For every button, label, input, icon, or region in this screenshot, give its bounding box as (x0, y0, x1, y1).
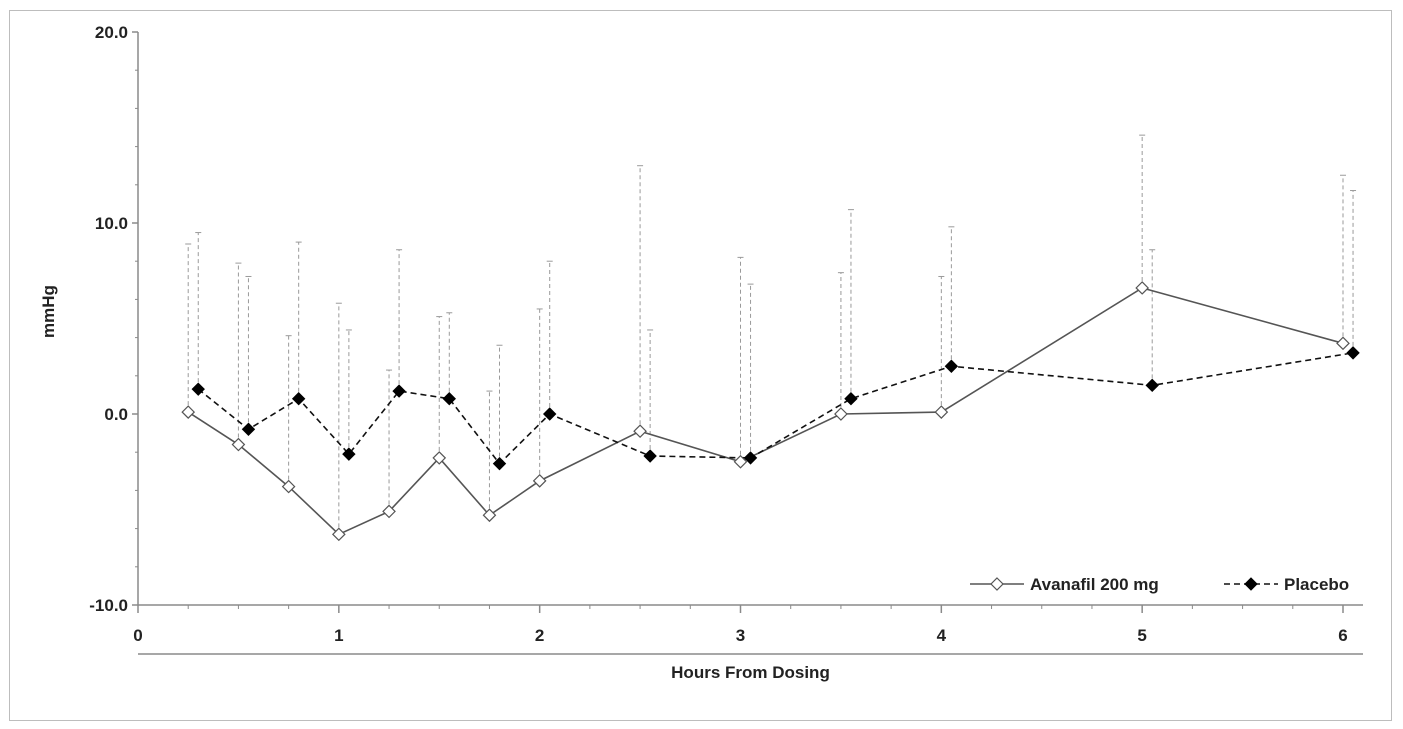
data-point-placebo (392, 384, 406, 398)
data-point-placebo (342, 447, 356, 461)
data-point-avanafil (633, 424, 647, 439)
y-axis-ticks: -10.0 0.0 10.0 20.0 (89, 23, 138, 615)
series-line-placebo (197, 352, 1354, 465)
legend-marker-avanafil (990, 577, 1004, 591)
data-point-placebo (743, 451, 758, 465)
data-point-placebo (944, 359, 959, 373)
data-point-placebo (291, 392, 306, 406)
data-point-avanafil (482, 508, 497, 523)
legend-label-placebo: Placebo (1284, 575, 1349, 594)
data-point-placebo (543, 407, 557, 421)
legend-marker-placebo (1244, 577, 1258, 591)
data-point-placebo (1145, 378, 1159, 393)
x-tick-label: 2 (535, 626, 544, 645)
x-tick-label: 5 (1137, 626, 1146, 645)
data-point-avanafil (382, 504, 396, 519)
x-axis-ticks: 0 1 2 3 4 5 6 (133, 605, 1348, 645)
data-point-avanafil (532, 474, 547, 488)
x-tick-label: 3 (736, 626, 745, 645)
y-axis-title: mmHg (39, 285, 58, 338)
x-tick-label: 4 (937, 626, 947, 645)
data-point-placebo (241, 422, 256, 436)
data-point-placebo (643, 449, 657, 463)
legend-label-avanafil: Avanafil 200 mg (1030, 575, 1159, 594)
data-point-avanafil (1336, 336, 1350, 351)
x-tick-label: 0 (133, 626, 142, 645)
y-tick-label: 20.0 (95, 23, 128, 42)
data-point-placebo (844, 392, 858, 406)
series-line-avanafil (187, 287, 1344, 536)
x-axis-title: Hours From Dosing (671, 663, 830, 682)
data-point-avanafil (331, 527, 346, 542)
legend: Avanafil 200 mg Placebo (970, 575, 1349, 594)
data-point-placebo (1346, 346, 1360, 360)
series-lines (187, 287, 1354, 536)
x-tick-label: 6 (1338, 626, 1347, 645)
chart-frame (9, 10, 1392, 721)
data-point-avanafil (281, 479, 296, 494)
data-point-placebo (492, 456, 507, 471)
data-point-avanafil (733, 454, 748, 469)
x-tick-label: 1 (334, 626, 343, 645)
data-point-avanafil (231, 437, 246, 452)
error-bars (185, 134, 1357, 535)
data-point-placebo (442, 392, 456, 406)
y-tick-label: -10.0 (89, 596, 128, 615)
data-point-avanafil (834, 407, 848, 421)
data-point-avanafil (181, 405, 196, 419)
series-markers (181, 281, 1360, 542)
axes: -10.0 0.0 10.0 20.0 0 1 2 3 4 5 6 (89, 23, 1363, 655)
data-point-avanafil (934, 405, 949, 419)
data-point-placebo (191, 382, 205, 396)
data-point-avanafil (432, 451, 447, 465)
y-tick-label: 10.0 (95, 214, 128, 233)
y-tick-label: 0.0 (104, 405, 128, 424)
data-point-avanafil (1135, 281, 1150, 295)
